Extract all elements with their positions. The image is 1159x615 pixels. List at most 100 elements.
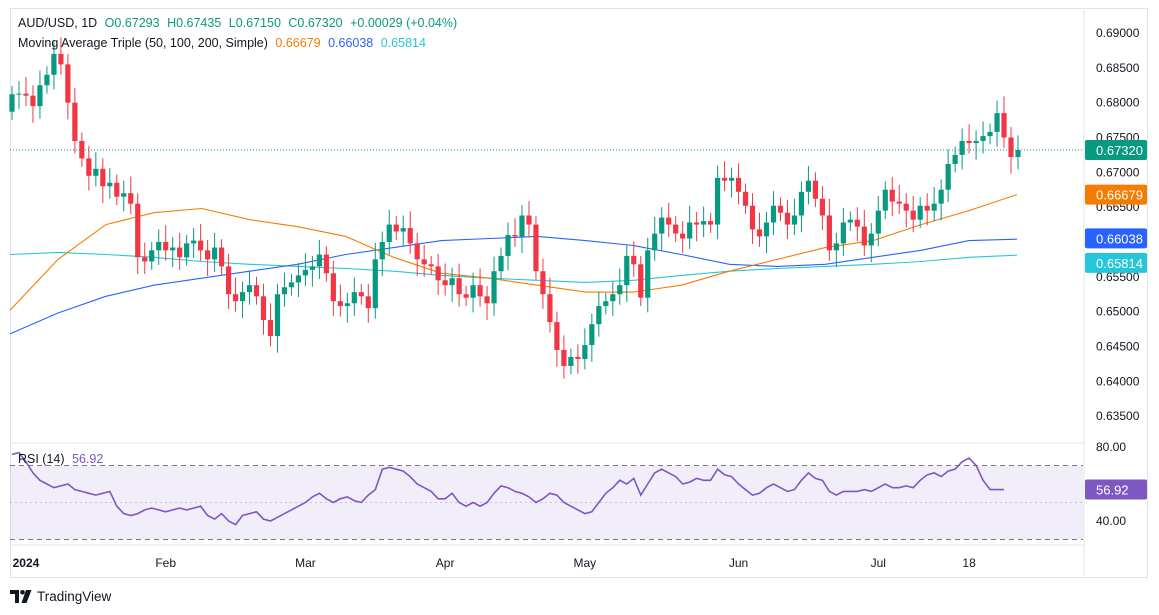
candle-body [882,189,888,211]
rsi-tick-label: 40.00 [1096,514,1126,528]
candle-body [624,255,630,286]
candle-body [205,250,211,260]
candle-body [246,285,253,293]
rsi-tag-label: 56.92 [1096,483,1129,498]
price-tick-label: 0.63500 [1096,409,1140,423]
symbol-title[interactable]: AUD/USD, 1D [18,16,98,30]
candle-body [232,294,239,302]
time-tick-label: Mar [295,556,316,570]
candle-body [316,254,322,267]
candle-body [575,356,581,360]
candle-body [253,285,260,297]
candle-body [191,240,197,244]
candle-body [170,247,176,251]
rsi-value: 56.92 [72,452,104,466]
candle-body [128,193,134,204]
candle-body [805,180,812,192]
candle-body [568,356,574,366]
candle-body [959,140,965,155]
time-tick-label: 2024 [13,556,40,570]
candle-body [30,95,36,107]
price-tag-label: 0.67320 [1096,143,1143,158]
candle-body [44,74,50,86]
candle-body [225,266,232,295]
time-tick-label: Jul [871,556,886,570]
candle-body [680,233,686,239]
candle-body [365,296,371,309]
rsi-label[interactable]: RSI (14) [18,452,65,466]
candle-body [86,158,92,176]
candle-body [428,264,434,267]
candle-body [694,222,700,225]
candle-body [281,287,288,295]
candle-body [966,140,972,144]
ma-legend-label[interactable]: Moving Average Triple (50, 100, 200, Sim… [18,36,268,50]
candle-body [645,250,651,298]
candle-body [735,177,742,192]
candle-body [519,215,525,237]
candle-body [987,131,993,137]
candle-body [400,228,406,232]
candle-body [812,180,819,199]
candle-body [470,285,476,298]
candle-body [58,53,64,65]
candle-body [533,224,539,272]
candle-body [435,266,441,281]
candle-body [505,235,511,256]
tradingview-brand[interactable]: TradingView [10,589,111,604]
candle-body [23,93,29,96]
candle-body [687,222,693,239]
candle-body [107,182,113,187]
price-tick-label: 0.65500 [1096,270,1140,284]
candle-body [72,102,78,141]
candle-body [65,64,71,103]
candle-body [184,243,190,258]
rsi-tick-label: 80.00 [1096,440,1126,454]
candle-body [421,259,427,265]
candle-body [379,241,385,260]
candle-body [386,224,392,242]
ohlc-close: C0.67320 [288,16,343,30]
candle-body [177,247,183,258]
candle-body [910,210,916,220]
candle-body [149,250,155,262]
rsi-legend: RSI (14) 56.92 [18,452,103,466]
candle-body [917,205,923,220]
ma100-value: 0.66038 [328,36,374,50]
candle-body [218,247,225,267]
candle-body [540,271,546,295]
ma-legend: Moving Average Triple (50, 100, 200, Sim… [18,36,430,50]
candle-body [721,177,728,181]
price-tick-label: 0.68500 [1096,61,1140,75]
candle-body [701,221,707,225]
candle-body [631,255,637,265]
tradingview-logo-icon [10,590,32,603]
candle-body [37,85,43,107]
candle-body [603,301,609,307]
price-tick-label: 0.68000 [1096,96,1140,110]
candle-body [868,233,874,246]
candle-body [861,226,867,246]
candle-body [596,306,602,325]
candle-body [749,205,756,230]
candle-body [1015,150,1021,157]
candle-body [135,203,141,258]
candle-body [610,294,616,302]
candle-body [973,140,979,144]
candle-body [267,319,274,337]
candle-body [114,182,120,197]
price-tick-label: 0.64500 [1096,339,1140,353]
candle-body [323,254,329,274]
candle-body [742,191,749,206]
candle-body [498,255,504,272]
candle-body [770,205,777,223]
price-tick-label: 0.69000 [1096,26,1140,40]
candle-body [714,177,721,225]
candle-body [274,294,281,337]
candle-body [819,198,825,216]
candle-body [652,233,658,251]
candle-body [337,301,343,307]
candle-body [903,203,909,211]
ohlc-open: O0.67293 [104,16,160,30]
